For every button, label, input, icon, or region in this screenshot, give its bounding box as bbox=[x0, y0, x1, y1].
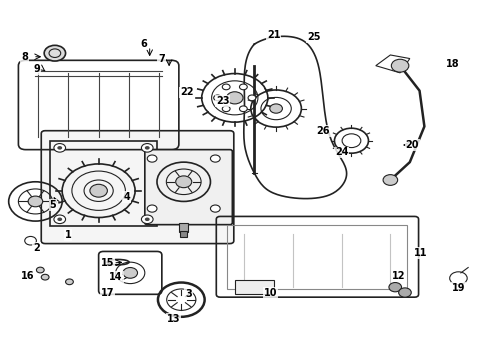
Text: 15: 15 bbox=[101, 258, 114, 268]
Text: 16: 16 bbox=[21, 271, 35, 282]
Bar bbox=[227, 225, 407, 289]
Circle shape bbox=[144, 217, 149, 221]
Text: 5: 5 bbox=[49, 200, 56, 210]
Text: 23: 23 bbox=[215, 96, 229, 106]
Bar bbox=[179, 223, 187, 232]
FancyBboxPatch shape bbox=[144, 150, 232, 225]
Text: 7: 7 bbox=[158, 54, 165, 64]
Text: 3: 3 bbox=[185, 289, 192, 299]
Circle shape bbox=[41, 274, 49, 280]
Text: 10: 10 bbox=[263, 288, 277, 298]
Text: 19: 19 bbox=[451, 283, 464, 293]
Circle shape bbox=[247, 95, 255, 101]
Circle shape bbox=[54, 215, 65, 224]
Circle shape bbox=[239, 84, 247, 90]
Circle shape bbox=[28, 196, 42, 207]
Text: 14: 14 bbox=[109, 272, 122, 282]
Circle shape bbox=[144, 146, 149, 150]
Circle shape bbox=[175, 176, 191, 188]
Text: 9: 9 bbox=[33, 64, 40, 74]
Circle shape bbox=[122, 267, 137, 278]
Circle shape bbox=[147, 155, 157, 162]
Text: 20: 20 bbox=[405, 140, 418, 150]
Circle shape bbox=[44, 45, 65, 61]
Circle shape bbox=[141, 215, 153, 224]
Circle shape bbox=[57, 217, 62, 221]
Circle shape bbox=[141, 144, 153, 152]
Circle shape bbox=[90, 184, 107, 197]
Circle shape bbox=[388, 283, 401, 292]
Bar bbox=[180, 231, 186, 237]
Text: 6: 6 bbox=[140, 39, 147, 49]
Circle shape bbox=[222, 106, 229, 112]
Text: 25: 25 bbox=[306, 32, 320, 42]
Text: 21: 21 bbox=[266, 30, 280, 40]
Text: 17: 17 bbox=[101, 288, 114, 297]
Bar bbox=[50, 141, 157, 226]
Text: 1: 1 bbox=[64, 230, 71, 240]
Text: 22: 22 bbox=[180, 87, 193, 98]
Circle shape bbox=[210, 205, 220, 212]
Text: 13: 13 bbox=[166, 314, 180, 324]
Circle shape bbox=[226, 92, 243, 104]
Text: 26: 26 bbox=[316, 126, 329, 136]
Text: 8: 8 bbox=[21, 52, 28, 62]
Circle shape bbox=[222, 84, 229, 90]
Circle shape bbox=[36, 267, 44, 273]
Circle shape bbox=[213, 95, 221, 101]
Circle shape bbox=[398, 288, 410, 297]
Circle shape bbox=[269, 104, 282, 113]
Circle shape bbox=[382, 175, 397, 185]
Circle shape bbox=[239, 106, 247, 112]
Text: 24: 24 bbox=[334, 148, 348, 157]
Text: 12: 12 bbox=[391, 271, 405, 282]
Text: 2: 2 bbox=[33, 243, 40, 253]
Circle shape bbox=[210, 155, 220, 162]
Circle shape bbox=[65, 279, 73, 285]
Bar bbox=[234, 280, 273, 294]
Circle shape bbox=[57, 146, 62, 150]
Text: 18: 18 bbox=[445, 59, 459, 69]
Text: 11: 11 bbox=[413, 248, 427, 258]
Circle shape bbox=[147, 205, 157, 212]
FancyBboxPatch shape bbox=[41, 131, 233, 244]
Circle shape bbox=[54, 144, 65, 152]
Circle shape bbox=[390, 59, 408, 72]
Text: 4: 4 bbox=[123, 192, 130, 202]
